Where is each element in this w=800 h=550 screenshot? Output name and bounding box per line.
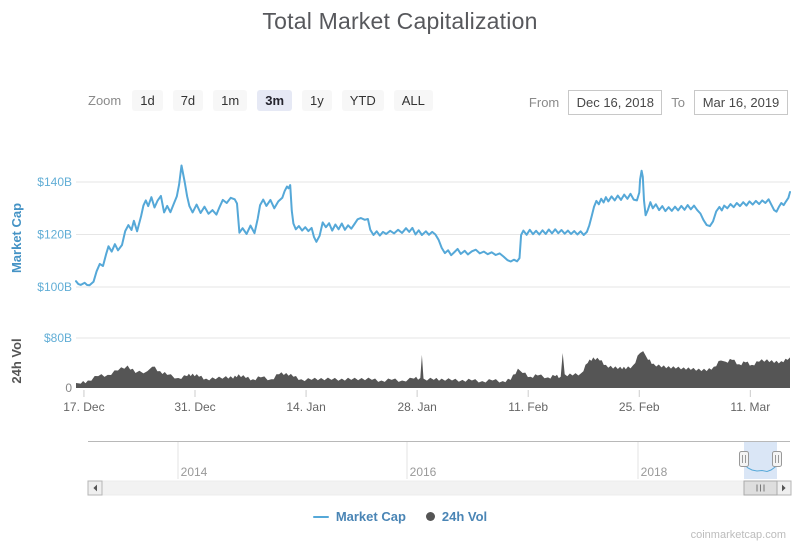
navigator-year-label: 2018 [641, 465, 668, 479]
y-tick-label-volume: $80B [44, 331, 72, 345]
zoom-button-1d[interactable]: 1d [132, 90, 163, 111]
date-range-controls: From To [529, 90, 788, 115]
legend: Market Cap 24h Vol [0, 509, 800, 524]
plot-area[interactable] [76, 148, 790, 388]
y-axis-title-market-cap: Market Cap [9, 203, 24, 273]
zoom-button-1m[interactable]: 1m [213, 90, 248, 111]
x-tick-label: 25. Feb [619, 400, 660, 414]
x-tick-label: 11. Feb [508, 400, 548, 414]
zoom-button-ytd[interactable]: YTD [341, 90, 384, 111]
navigator-selected-range[interactable] [744, 442, 777, 479]
to-date-input[interactable] [694, 90, 788, 115]
legend-item-market-cap[interactable]: Market Cap [312, 509, 406, 524]
scrollbar-track[interactable] [87, 480, 792, 496]
x-tick-label: 31. Dec [174, 400, 215, 414]
to-label: To [671, 95, 685, 110]
x-tick-label: 14. Jan [286, 400, 325, 414]
from-date-input[interactable] [568, 90, 663, 115]
zoom-button-all[interactable]: ALL [393, 90, 433, 111]
navigator-left-handle[interactable] [739, 451, 749, 467]
range-controls: Zoom 1d 7d 1m 3m 1y YTD ALL [88, 90, 433, 111]
line-swatch-icon [312, 515, 329, 518]
market-cap-line-series [75, 164, 791, 287]
chart-title: Total Market Capitalization [262, 8, 538, 34]
zoom-buttons: 1d 7d 1m 3m 1y YTD ALL [132, 90, 433, 111]
navigator-mini-series [743, 464, 778, 473]
from-label: From [528, 95, 560, 110]
navigator-right-handle[interactable] [772, 451, 782, 467]
scrollbar-left-arrow-icon [93, 484, 97, 492]
x-tick-label: 11. Mar [730, 400, 770, 414]
x-tick-label: 28. Jan [397, 400, 436, 414]
zoom-button-7d[interactable]: 7d [172, 90, 204, 111]
volume-area-series [76, 351, 790, 388]
y-tick-label-market-cap: $100B [37, 280, 72, 294]
dot-swatch-icon [425, 512, 435, 521]
y-tick-label-volume: 0 [65, 381, 72, 395]
legend-item-24h-vol[interactable]: 24h Vol [425, 509, 488, 524]
zoom-label: Zoom [88, 93, 122, 108]
y-tick-label-market-cap: $120B [37, 228, 72, 242]
x-tick-label: 17. Dec [63, 400, 104, 414]
y-axis-title-volume: 24h Vol [9, 338, 24, 383]
navigator-year-label: 2016 [410, 465, 437, 479]
zoom-button-3m[interactable]: 3m [257, 90, 293, 111]
legend-label-24h-vol: 24h Vol [441, 509, 488, 524]
watermark: coinmarketcap.com [690, 529, 786, 541]
zoom-button-1y[interactable]: 1y [302, 90, 332, 111]
legend-label-market-cap: Market Cap [335, 509, 406, 524]
scrollbar-right-arrow-icon [782, 484, 786, 492]
navigator-year-label: 2014 [181, 465, 208, 479]
y-tick-label-market-cap: $140B [37, 175, 72, 189]
